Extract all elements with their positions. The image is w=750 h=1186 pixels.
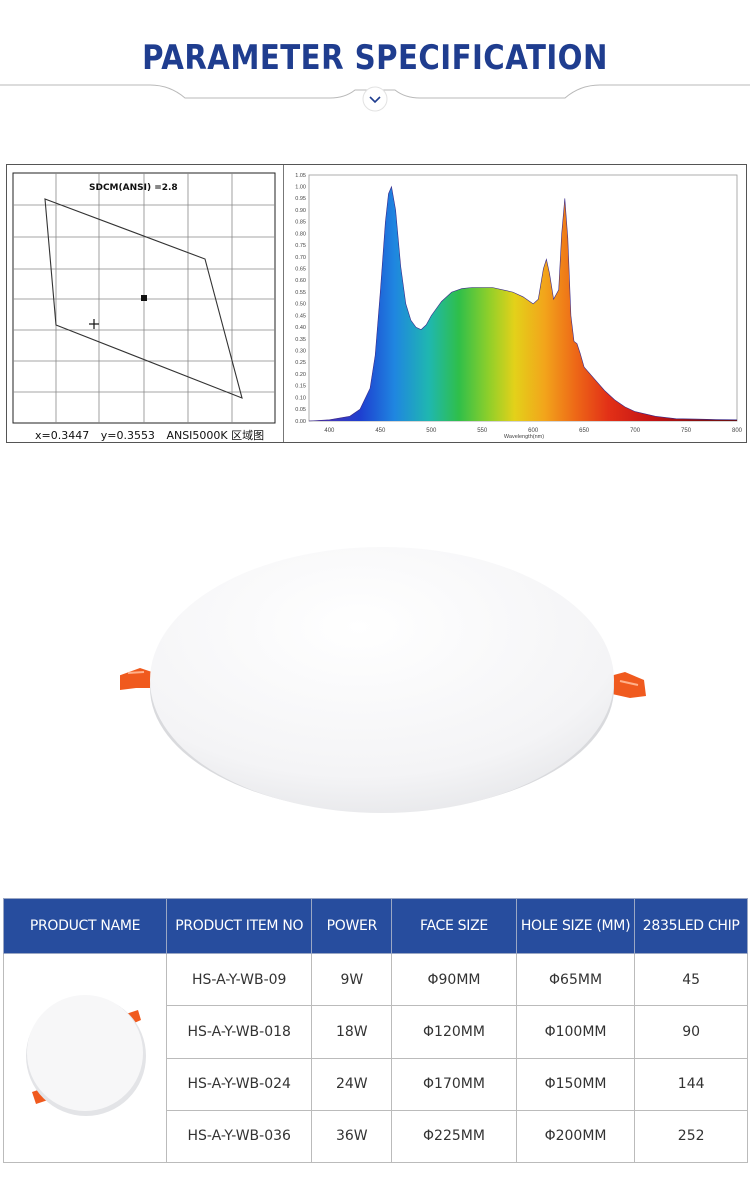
spd-y-axis: 0.00 0.05 0.10 0.15 0.20 0.25 0.30 0.35 0.40 0.45… [295, 173, 306, 425]
cell-face-size: Φ225MM [391, 1109, 517, 1164]
cell-power: 36W [311, 1109, 393, 1164]
y-tick-label: 0.60 [295, 278, 306, 284]
y-tick-label: 0.20 [295, 372, 306, 378]
y-tick-label: 0.30 [295, 349, 306, 355]
cell-hole-size: Φ100MM [515, 1005, 636, 1059]
spectrum-area [309, 186, 737, 421]
table-header-row: PRODUCT NAME PRODUCT ITEM NO POWER FACE … [3, 898, 748, 954]
y-tick-label: 0.50 [295, 302, 306, 308]
product-thumbnail [26, 995, 146, 1116]
table-row: HS-A-Y-WB-018 18W Φ120MM Φ100MM 90 [4, 1005, 748, 1059]
x-tick-label: 650 [579, 428, 590, 434]
cell-face-size: Φ120MM [391, 1005, 517, 1059]
y-tick-label: 0.10 [295, 395, 306, 401]
table-row: HS-A-Y-WB-024 24W Φ170MM Φ150MM 144 [4, 1057, 748, 1111]
y-value: y=0.3553 [100, 429, 155, 442]
chart-panel: SDCM(ANSI) =2.8 x=0.3447 y=0.3553 ANSI50… [6, 164, 747, 443]
y-tick-label: 0.45 [295, 313, 306, 319]
y-tick-label: 0.80 [295, 231, 306, 237]
x-tick-label: 550 [477, 428, 488, 434]
spec-table: PRODUCT NAME PRODUCT ITEM NO POWER FACE … [3, 898, 748, 1164]
cell-led-chip: 45 [634, 952, 748, 1007]
y-tick-label: 0.85 [295, 220, 306, 226]
y-tick-label: 0.15 [295, 384, 306, 390]
spd-x-axis-label: Wavelength(nm) [504, 434, 544, 440]
cell-power: 24W [311, 1057, 393, 1111]
measured-point-cross [89, 319, 99, 329]
cell-item-no: HS-A-Y-WB-09 [165, 952, 313, 1007]
x-tick-label: 600 [528, 428, 539, 434]
region-label: ANSI5000K 区域图 [166, 429, 265, 442]
y-tick-label: 0.75 [295, 243, 306, 249]
ansi-quadrangle [44, 198, 243, 399]
y-tick-label: 0.90 [295, 208, 306, 214]
spectrum-line [308, 185, 738, 422]
cell-face-size: Φ90MM [391, 952, 517, 1007]
cell-hole-size: Φ150MM [515, 1057, 636, 1111]
header-face-size: FACE SIZE [391, 898, 517, 954]
cell-led-chip: 144 [634, 1057, 748, 1111]
left-spring-clip [120, 668, 152, 690]
cell-power: 18W [311, 1005, 393, 1059]
x-value: x=0.3447 [35, 429, 90, 442]
chevron-down-icon [369, 96, 381, 104]
cie-readout: x=0.3447 y=0.3553 ANSI5000K 区域图 [35, 427, 272, 443]
y-tick-label: 0.00 [295, 419, 306, 425]
spd-x-axis: 400 450 500 550 600 650 700 750 800 [324, 428, 742, 434]
cie-chromaticity-chart: SDCM(ANSI) =2.8 x=0.3447 y=0.3553 ANSI50… [7, 165, 283, 442]
chart-divider [283, 165, 284, 442]
cell-led-chip: 90 [634, 1005, 748, 1059]
right-spring-clip [610, 672, 646, 698]
cie-chart-title: SDCM(ANSI) =2.8 [89, 183, 178, 193]
cell-hole-size: Φ200MM [515, 1109, 636, 1164]
y-tick-label: 0.25 [295, 360, 306, 366]
cell-item-no: HS-A-Y-WB-036 [165, 1109, 313, 1164]
y-tick-label: 0.05 [295, 407, 306, 413]
cell-led-chip: 252 [634, 1109, 748, 1164]
y-tick-label: 0.65 [295, 267, 306, 273]
y-tick-label: 1.00 [295, 185, 306, 191]
x-tick-label: 400 [324, 428, 335, 434]
table-row: HS-A-Y-WB-09 9W Φ90MM Φ65MM 45 [3, 952, 748, 1163]
x-tick-label: 750 [681, 428, 692, 434]
y-tick-label: 0.40 [295, 325, 306, 331]
header-power: POWER [311, 898, 393, 954]
header-item-no: PRODUCT ITEM NO [165, 898, 313, 954]
header-product-name: PRODUCT NAME [3, 898, 167, 954]
target-point [141, 295, 147, 301]
x-tick-label: 450 [375, 428, 386, 434]
y-tick-label: 0.95 [295, 196, 306, 202]
header-hole-size: HOLE SIZE (MM) [515, 898, 636, 954]
y-tick-label: 0.35 [295, 337, 306, 343]
x-tick-label: 800 [732, 428, 743, 434]
cell-item-no: HS-A-Y-WB-024 [165, 1057, 313, 1111]
cell-power: 9W [311, 952, 393, 1007]
x-tick-label: 500 [426, 428, 437, 434]
page-title: PARAMETER SPECIFICATION [142, 38, 608, 78]
product-thumbnail-cell [3, 953, 167, 1163]
title-divider [0, 84, 750, 112]
table-row: HS-A-Y-WB-036 36W Φ225MM Φ200MM 252 [4, 1109, 748, 1164]
cell-item-no: HS-A-Y-WB-018 [165, 1005, 313, 1059]
spectrum-chart: 0.00 0.05 0.10 0.15 0.20 0.25 0.30 0.35 0.40 0.45… [284, 165, 746, 442]
y-tick-label: 0.55 [295, 290, 306, 296]
cell-face-size: Φ170MM [391, 1057, 517, 1111]
header-led-chip: 2835LED CHIP [634, 898, 748, 954]
x-tick-label: 700 [630, 428, 641, 434]
cell-hole-size: Φ65MM [515, 952, 636, 1007]
y-tick-label: 0.70 [295, 255, 306, 261]
y-tick-label: 1.05 [295, 173, 306, 179]
product-image-panel-light [120, 547, 646, 813]
